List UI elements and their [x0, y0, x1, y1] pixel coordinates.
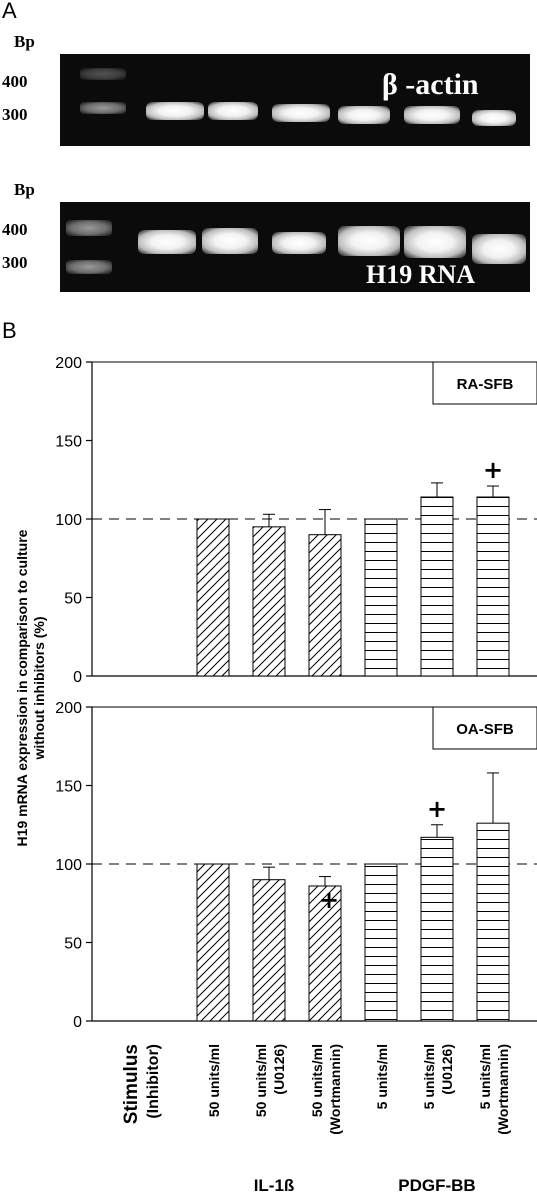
gel-image-beta-actin: β -actin	[60, 54, 530, 146]
gel-band	[472, 234, 526, 264]
significance-marker: +	[319, 886, 339, 914]
gel-band	[208, 102, 258, 120]
gel-band	[404, 226, 466, 258]
category-dose-label: 50 units/ml	[253, 1044, 269, 1117]
gel-bottom-marker-300: 300	[2, 253, 28, 272]
category-dose-label: 5 units/ml	[374, 1044, 390, 1109]
category-inhibitor-label: (Wortmannin)	[495, 1044, 511, 1135]
bar-chart: 0 50 100 150 200 + RA-SFB 0 50 100 150 200 + + OA-SFB S…	[55, 355, 537, 1195]
y-tick-label: 0	[73, 669, 82, 686]
group-label-il1b: IL-1ß	[254, 1176, 295, 1195]
group-label-pdgfbb: PDGF-BB	[398, 1176, 475, 1195]
bar	[420, 836, 454, 1022]
panel-a-letter: A	[2, 0, 17, 23]
gel-band	[338, 226, 400, 256]
ladder-band	[80, 68, 126, 80]
subplot-name: RA-SFB	[457, 376, 514, 393]
panel-b-letter: B	[2, 318, 17, 343]
gel-top-marker-300: 300	[2, 105, 28, 124]
subplot-name-box	[432, 361, 537, 405]
gel-band	[146, 102, 204, 120]
ladder-band	[80, 102, 126, 114]
subplot-name-box	[432, 706, 537, 750]
y-tick-label: 200	[55, 700, 82, 717]
category-inhibitor-label: (Wortmannin)	[327, 1044, 343, 1135]
gel-band	[138, 230, 196, 254]
gel-bottom-name: H19 RNA	[366, 260, 476, 289]
gel-top-name: β -actin	[382, 68, 479, 101]
bar	[364, 518, 398, 677]
gel-band	[404, 106, 460, 124]
subplot-name: OA-SFB	[456, 721, 514, 738]
category-inhibitor-label: (U0126)	[439, 1044, 455, 1095]
category-dose-label: 5 units/ml	[477, 1044, 493, 1109]
gel-band	[472, 110, 516, 126]
category-inhibitor-label: (U0126)	[271, 1044, 287, 1095]
gel-band	[202, 228, 258, 254]
gel-bottom-marker-400: 400	[2, 220, 28, 239]
stimulus-label: Stimulus	[121, 1044, 142, 1124]
gel-image-h19: H19 RNA	[60, 202, 530, 292]
ladder-band	[66, 220, 112, 236]
gel-band	[338, 106, 390, 124]
gel-bottom-bp-label: Bp	[14, 180, 35, 199]
y-tick-label: 150	[55, 434, 82, 451]
gel-top-marker-400: 400	[2, 72, 28, 91]
bar	[364, 863, 398, 1022]
bar	[196, 863, 230, 1022]
bar	[252, 879, 286, 1022]
gel-top-bp-label: Bp	[14, 32, 35, 51]
bar	[420, 496, 454, 677]
gel-band	[272, 104, 330, 122]
y-tick-label: 200	[55, 355, 82, 372]
inhibitor-label: (Inhibitor)	[145, 1044, 162, 1119]
bar	[196, 518, 230, 677]
significance-marker: +	[427, 795, 447, 823]
bar	[252, 526, 286, 677]
bar	[476, 822, 510, 1022]
category-dose-label: 50 units/ml	[309, 1044, 325, 1117]
y-tick-label: 0	[73, 1014, 82, 1031]
category-dose-label: 5 units/ml	[421, 1044, 437, 1109]
y-tick-label: 100	[55, 512, 82, 529]
y-tick-label: 150	[55, 779, 82, 796]
y-tick-label: 50	[64, 936, 82, 953]
ladder-band	[66, 260, 112, 274]
significance-marker: +	[483, 456, 503, 484]
bar	[308, 534, 342, 677]
bar	[308, 885, 342, 1022]
y-tick-label: 50	[64, 591, 82, 608]
y-tick-label: 100	[55, 857, 82, 874]
bar	[476, 496, 510, 677]
category-dose-label: 50 units/ml	[206, 1044, 222, 1117]
gel-band	[272, 232, 326, 254]
